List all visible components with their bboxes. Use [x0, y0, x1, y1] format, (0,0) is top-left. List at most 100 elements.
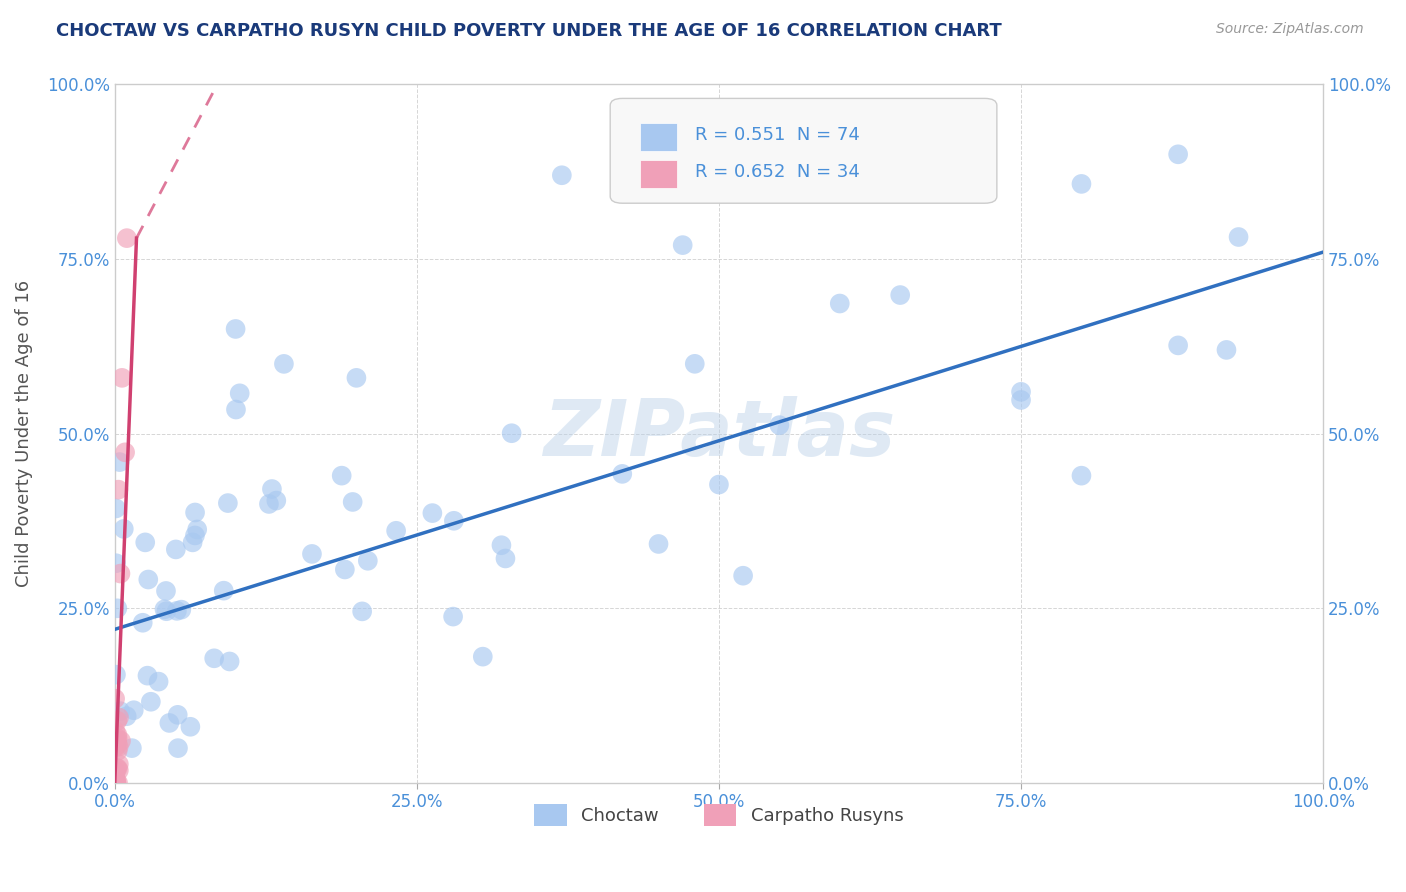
- Point: [422, 506, 444, 520]
- Point: [104, 776, 127, 790]
- Point: [1167, 338, 1189, 352]
- Point: [266, 493, 288, 508]
- Point: [733, 568, 755, 582]
- Point: [112, 522, 135, 536]
- Point: [1167, 147, 1189, 161]
- Point: [108, 704, 131, 718]
- Y-axis label: Child Poverty Under the Age of 16: Child Poverty Under the Age of 16: [15, 280, 32, 587]
- Point: [1227, 230, 1250, 244]
- Point: [104, 724, 127, 739]
- Point: [107, 739, 129, 754]
- Point: [105, 733, 128, 747]
- Point: [136, 668, 159, 682]
- Point: [342, 495, 364, 509]
- Point: [108, 764, 131, 778]
- Point: [107, 776, 129, 790]
- Point: [107, 731, 129, 746]
- Point: [225, 322, 247, 336]
- Point: [218, 655, 240, 669]
- Point: [136, 573, 159, 587]
- Point: [104, 736, 127, 750]
- Point: [273, 357, 295, 371]
- Point: [111, 371, 134, 385]
- Point: [105, 738, 128, 752]
- Point: [228, 386, 250, 401]
- Point: [166, 707, 188, 722]
- Point: [217, 496, 239, 510]
- Point: [104, 774, 127, 789]
- Point: [167, 741, 190, 756]
- Point: [495, 551, 517, 566]
- Point: [225, 402, 247, 417]
- Point: [357, 554, 380, 568]
- Point: [105, 728, 128, 742]
- Point: [260, 482, 283, 496]
- Point: [202, 651, 225, 665]
- Bar: [640, 160, 676, 188]
- Point: [441, 609, 464, 624]
- Point: [707, 477, 730, 491]
- Point: [105, 761, 128, 775]
- Point: [165, 542, 187, 557]
- Point: [672, 238, 695, 252]
- Point: [1070, 468, 1092, 483]
- Point: [153, 602, 176, 616]
- Point: [647, 537, 669, 551]
- Point: [212, 583, 235, 598]
- Text: ZIPatlas: ZIPatlas: [543, 396, 896, 472]
- Point: [107, 483, 129, 497]
- Point: [105, 734, 128, 748]
- Text: R = 0.551  N = 74: R = 0.551 N = 74: [695, 127, 859, 145]
- Point: [491, 538, 513, 552]
- Point: [683, 357, 706, 371]
- Point: [179, 720, 201, 734]
- Point: [104, 776, 127, 790]
- Point: [121, 741, 143, 756]
- Point: [122, 703, 145, 717]
- Point: [346, 371, 368, 385]
- Point: [184, 506, 207, 520]
- Point: [385, 524, 408, 538]
- Point: [104, 501, 127, 516]
- Point: [105, 601, 128, 615]
- Text: CHOCTAW VS CARPATHO RUSYN CHILD POVERTY UNDER THE AGE OF 16 CORRELATION CHART: CHOCTAW VS CARPATHO RUSYN CHILD POVERTY …: [56, 22, 1002, 40]
- Point: [889, 288, 911, 302]
- Point: [132, 615, 155, 630]
- Point: [104, 776, 127, 790]
- Point: [115, 231, 138, 245]
- Point: [1010, 392, 1032, 407]
- Point: [115, 709, 138, 723]
- Point: [443, 514, 465, 528]
- Legend: Choctaw, Carpatho Rusyns: Choctaw, Carpatho Rusyns: [527, 797, 911, 833]
- Point: [157, 715, 180, 730]
- Point: [1070, 177, 1092, 191]
- Point: [330, 468, 353, 483]
- Point: [166, 604, 188, 618]
- Point: [471, 649, 494, 664]
- Point: [108, 757, 131, 772]
- Point: [186, 523, 208, 537]
- Point: [108, 710, 131, 724]
- Point: [155, 584, 177, 599]
- Point: [333, 562, 356, 576]
- Point: [104, 772, 127, 787]
- Point: [155, 604, 177, 618]
- Point: [612, 467, 634, 481]
- FancyBboxPatch shape: [610, 98, 997, 203]
- Text: Source: ZipAtlas.com: Source: ZipAtlas.com: [1216, 22, 1364, 37]
- Point: [301, 547, 323, 561]
- Point: [107, 744, 129, 758]
- Text: R = 0.652  N = 34: R = 0.652 N = 34: [695, 163, 859, 181]
- Point: [184, 528, 207, 542]
- Point: [104, 667, 127, 681]
- Point: [107, 761, 129, 775]
- Point: [110, 566, 132, 581]
- Point: [139, 695, 162, 709]
- Point: [257, 497, 280, 511]
- Point: [108, 455, 131, 469]
- Point: [104, 776, 127, 790]
- Point: [105, 714, 128, 728]
- Point: [104, 764, 127, 779]
- Point: [1215, 343, 1237, 357]
- Point: [768, 418, 790, 433]
